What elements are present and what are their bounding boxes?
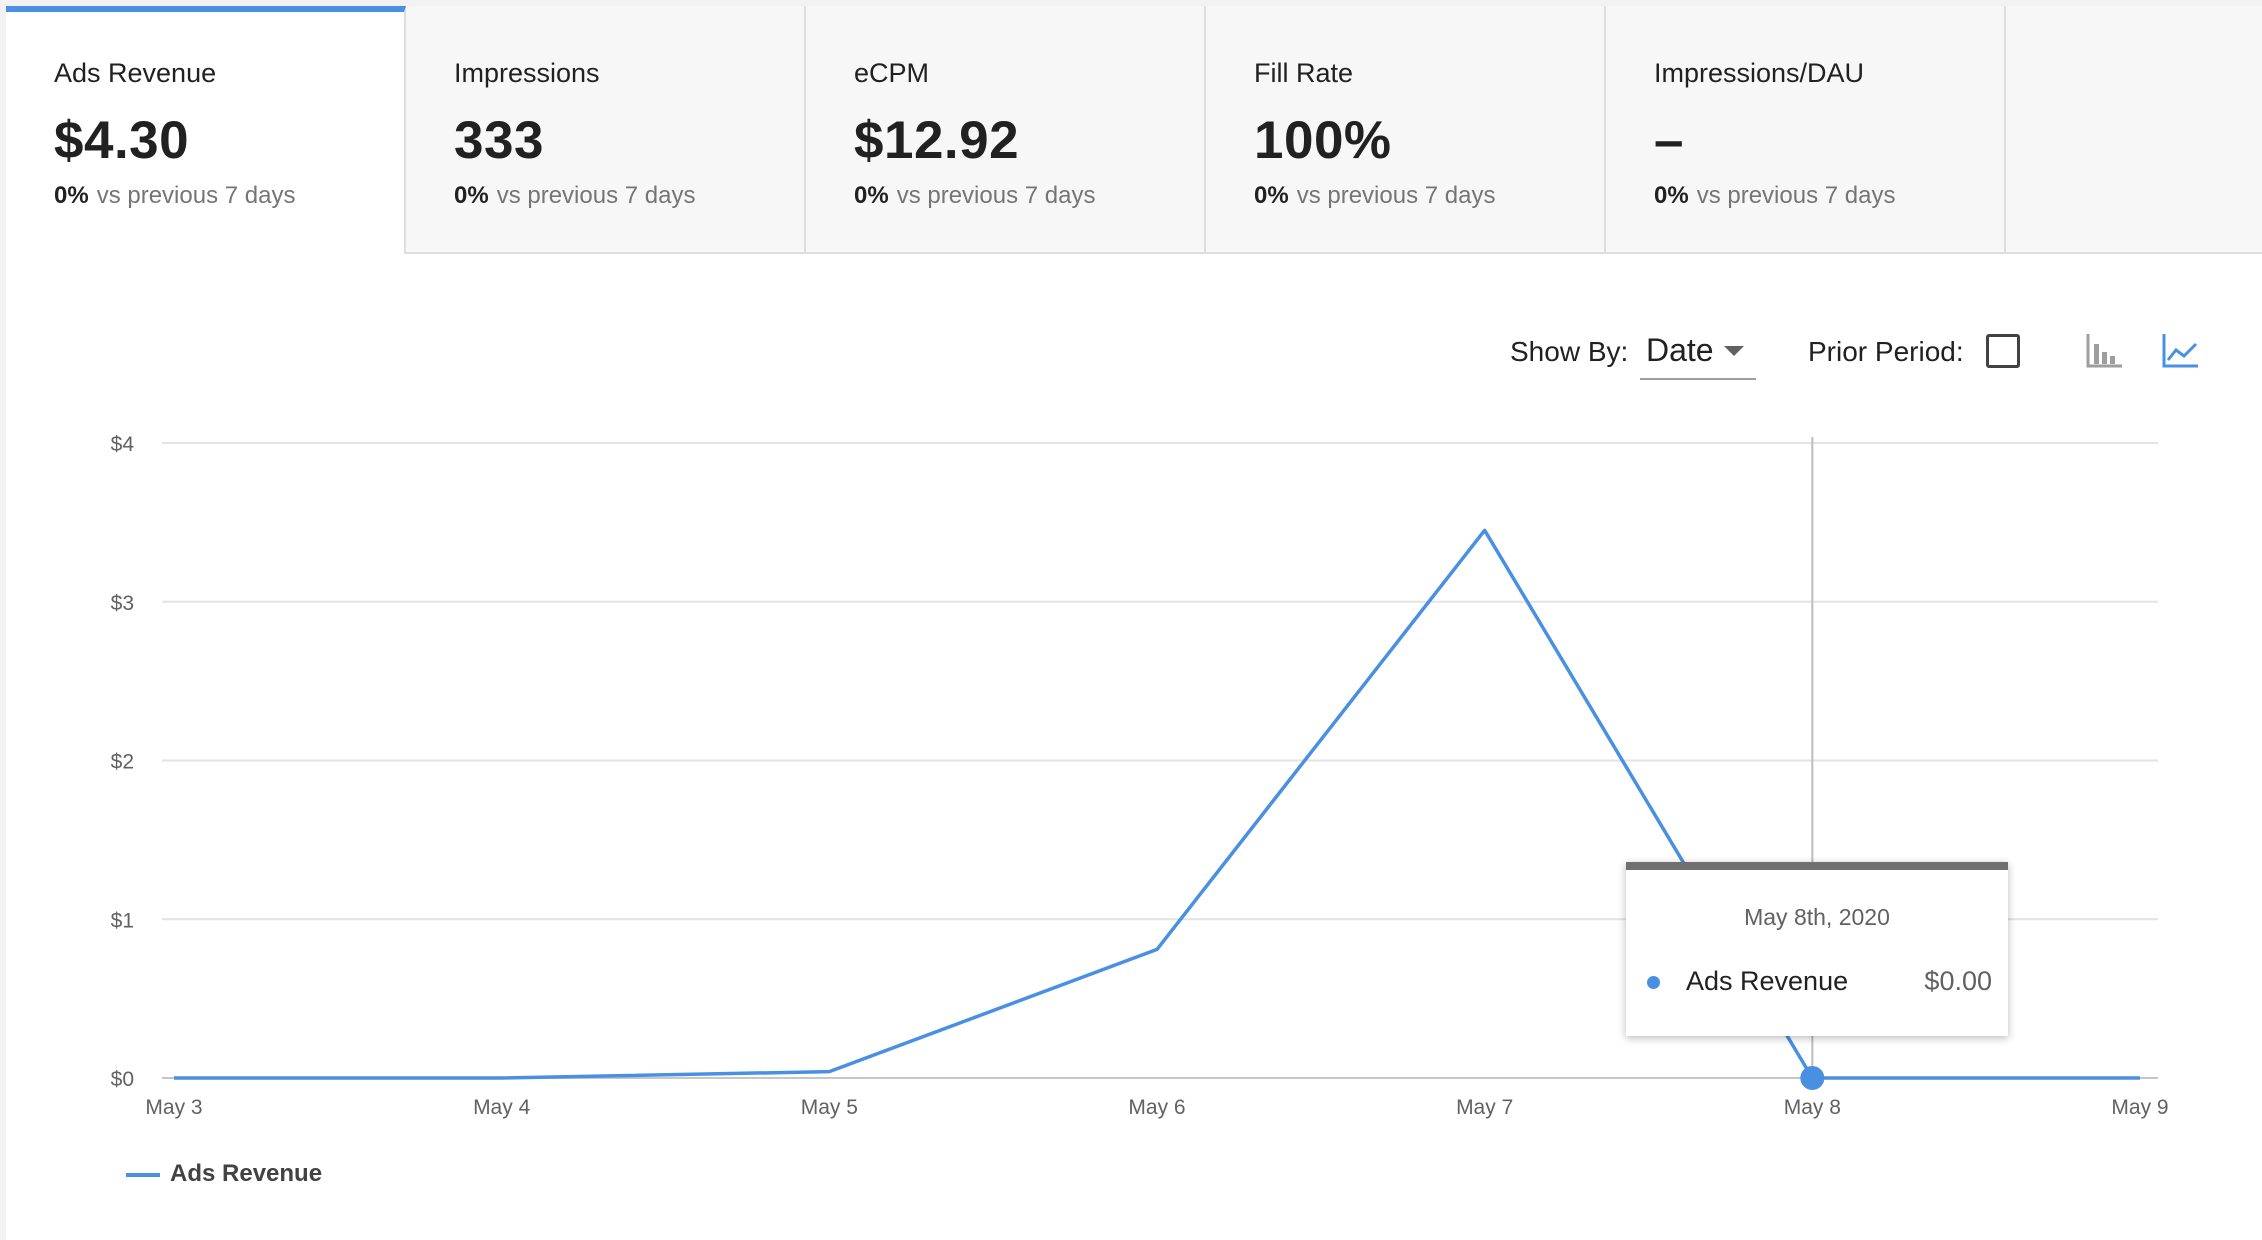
x-tick-label: May 9 [2111, 1096, 2168, 1119]
metric-value: – [1654, 111, 1684, 170]
tab-fill-rate[interactable]: Fill Rate 100% 0% vs previous 7 days [1206, 6, 1606, 254]
tab-empty [2006, 6, 2262, 254]
chart-tooltip: May 8th, 2020 Ads Revenue $0.00 [1626, 862, 2008, 1036]
tab-ads-revenue[interactable]: Ads Revenue $4.30 0% vs previous 7 days [6, 6, 406, 254]
revenue-line-chart: $0 $1 $2 $3 $4 May 3 May 4 May 5 May 6 May 7 May … [111, 433, 2169, 1119]
metric-value: 100% [1254, 111, 1392, 170]
show-by-select[interactable]: Date [1640, 324, 1756, 380]
x-tick-label: May 7 [1456, 1096, 1513, 1119]
metric-delta: 0% vs previous 7 days [454, 182, 696, 209]
dashboard-panel: Ads Revenue $4.30 0% vs previous 7 days I… [6, 6, 2262, 1240]
metric-value: $4.30 [54, 111, 190, 170]
line-chart-icon[interactable] [2158, 328, 2202, 372]
x-tick-label: May 3 [145, 1096, 202, 1119]
y-tick-label: $0 [111, 1068, 134, 1091]
hover-data-point[interactable] [1800, 1066, 1825, 1090]
metric-label: Impressions/DAU [1654, 58, 1865, 88]
show-by-value: Date [1646, 332, 1714, 368]
metric-delta: 0% vs previous 7 days [1654, 182, 1896, 209]
y-tick-label: $3 [111, 592, 134, 615]
legend-swatch [126, 1173, 160, 1177]
x-tick-label: May 4 [473, 1096, 531, 1119]
tab-ecpm[interactable]: eCPM $12.92 0% vs previous 7 days [806, 6, 1206, 254]
prior-period-label: Prior Period: [1808, 336, 1964, 367]
metric-label: Impressions [454, 58, 600, 88]
tab-impressions[interactable]: Impressions 333 0% vs previous 7 days [406, 6, 806, 254]
metric-delta: 0% vs previous 7 days [1254, 182, 1496, 209]
metric-label: Fill Rate [1254, 58, 1354, 88]
show-by-label: Show By: [1510, 336, 1629, 367]
tooltip-date: May 8th, 2020 [1744, 904, 1890, 930]
y-tick-label: $2 [111, 751, 134, 774]
metric-value: $12.92 [854, 111, 1020, 170]
metric-label: eCPM [854, 58, 930, 88]
tooltip-value: $0.00 [1924, 966, 1992, 996]
metric-tabs: Ads Revenue $4.30 0% vs previous 7 days I… [6, 6, 2262, 255]
legend-label: Ads Revenue [170, 1160, 323, 1187]
y-tick-label: $4 [111, 433, 135, 456]
tooltip-series-dot [1647, 976, 1660, 989]
x-tick-label: May 5 [801, 1096, 858, 1119]
tooltip-series-name: Ads Revenue [1686, 966, 1849, 996]
metric-label: Ads Revenue [54, 58, 217, 88]
y-tick-label: $1 [111, 909, 134, 932]
x-tick-label: May 6 [1128, 1096, 1185, 1119]
tab-impressions-per-dau[interactable]: Impressions/DAU – 0% vs previous 7 days [1606, 6, 2006, 254]
prior-period-checkbox[interactable] [1986, 334, 2020, 368]
bar-chart-icon[interactable] [2082, 328, 2126, 372]
metric-delta: 0% vs previous 7 days [54, 182, 296, 209]
metric-value: 333 [454, 111, 544, 170]
metric-delta: 0% vs previous 7 days [854, 182, 1096, 209]
chevron-down-icon [1724, 346, 1744, 356]
x-tick-label: May 8 [1784, 1096, 1841, 1119]
